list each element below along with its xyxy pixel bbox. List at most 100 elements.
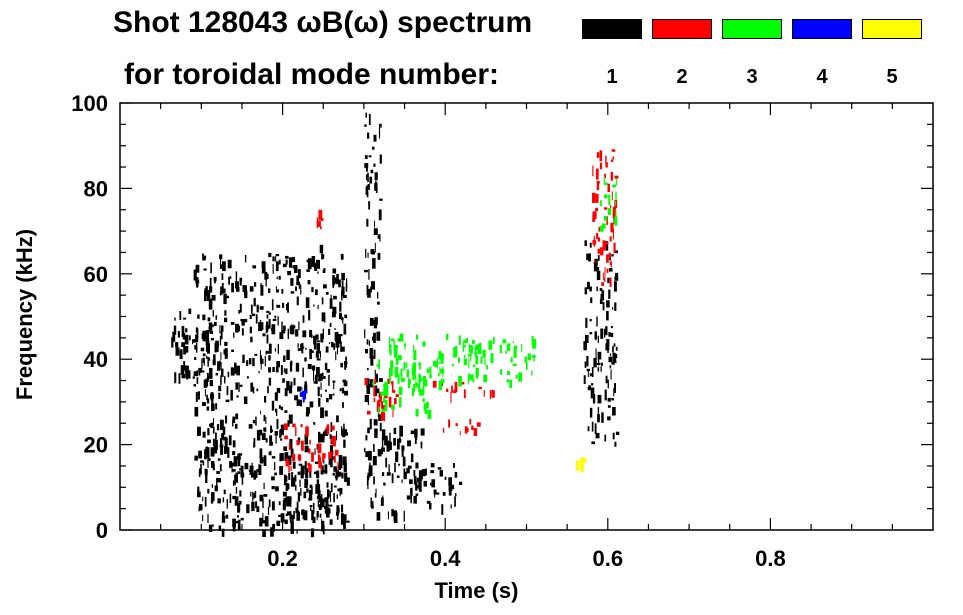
data-mark-mode1-r1: [272, 367, 275, 372]
data-mark-mode1-r1: [235, 281, 239, 289]
data-mark-mode1-r1: [202, 257, 206, 261]
data-mark-mode1-r1: [315, 334, 319, 340]
data-mark-mode1-r2: [296, 511, 300, 521]
data-mark-mode1-r1: [221, 368, 224, 377]
data-mark-mode2-r4: [471, 425, 474, 430]
data-mark-mode1-r1: [327, 500, 329, 511]
data-mark-mode1-r2: [300, 473, 304, 479]
data-mark-mode1-r1: [232, 419, 234, 427]
data-mark-mode1-r1: [244, 285, 247, 295]
data-mark-mode1-r1: [261, 432, 266, 440]
data-mark-mode2-r5: [605, 242, 609, 245]
data-mark-mode1-r1: [253, 437, 256, 448]
data-mark-mode1-r0: [185, 367, 189, 379]
data-mark-mode1-r1: [271, 456, 276, 459]
data-mark-mode2-r5: [610, 205, 612, 210]
data-mark-mode1-r1: [310, 350, 314, 353]
data-mark-mode1-r4: [410, 487, 413, 496]
data-mark-mode1-r1: [322, 328, 324, 339]
data-mark-mode1-r1: [215, 432, 217, 440]
data-mark-mode1-r1: [251, 501, 255, 512]
data-mark-mode1-r7: [583, 341, 587, 351]
data-mark-mode1-r1: [254, 353, 258, 356]
data-mark-mode1-r5: [364, 163, 369, 168]
data-mark-mode1-r1: [326, 482, 329, 488]
data-mark-mode1-r0: [192, 376, 195, 379]
data-mark-mode1-r1: [263, 482, 265, 490]
data-mark-mode1-r0: [192, 339, 194, 345]
data-mark-mode1-r4: [407, 440, 411, 447]
data-mark-mode1-r1: [288, 414, 293, 424]
data-mark-mode2-r0: [318, 457, 321, 469]
data-mark-mode1-r1: [275, 254, 280, 257]
data-mark-mode3-r0: [506, 379, 509, 383]
data-mark-mode1-r5: [377, 301, 380, 305]
data-mark-mode1-r1: [284, 388, 288, 397]
data-mark-mode1-r5: [366, 285, 369, 295]
data-mark-mode1-r1: [258, 429, 263, 436]
data-mark-mode1-r1: [333, 466, 337, 472]
mode-label-2: 2: [676, 66, 688, 88]
data-mark-mode1-r5: [368, 269, 370, 280]
data-mark-mode3-r0: [525, 361, 528, 370]
data-mark-mode1-r1: [256, 506, 260, 513]
data-mark-mode1-r1: [219, 325, 221, 334]
data-mark-mode1-r1: [259, 517, 263, 527]
data-mark-mode1-r1: [238, 325, 240, 332]
data-mark-mode3-r1: [412, 371, 415, 380]
data-mark-mode1-r1: [251, 304, 253, 314]
data-mark-mode1-r2: [284, 497, 287, 502]
data-mark-mode2-r5: [599, 247, 604, 256]
data-mark-mode1-r1: [239, 277, 242, 286]
data-mark-mode1-r1: [284, 410, 288, 413]
data-mark-mode1-r7: [614, 281, 617, 292]
data-mark-mode1-r1: [298, 321, 300, 330]
data-mark-mode1-r2: [327, 509, 331, 514]
data-mark-mode3-r0: [484, 358, 486, 366]
data-mark-mode1-r5: [374, 172, 378, 181]
data-mark-mode1-r4: [366, 475, 369, 486]
data-mark-mode1-r5: [369, 418, 372, 430]
data-mark-mode1-r1: [218, 392, 221, 399]
data-mark-mode1-r1: [341, 286, 345, 296]
data-mark-mode3-r0: [510, 357, 513, 363]
data-mark-mode2-r0: [334, 449, 339, 456]
data-mark-mode1-r7: [614, 354, 617, 361]
data-mark-mode1-r7: [611, 254, 614, 257]
data-mark-mode1-r5: [365, 248, 367, 258]
data-mark-mode1-r1: [311, 365, 316, 371]
data-mark-mode3-r1: [372, 381, 375, 385]
data-mark-mode1-r1: [274, 392, 278, 401]
data-mark-mode3-r1: [399, 397, 402, 408]
data-mark-mode1-r0: [198, 372, 201, 376]
data-mark-mode3-r1: [413, 383, 416, 392]
data-mark-mode1-r1: [232, 440, 236, 448]
data-mark-mode2-r2: [391, 380, 394, 385]
data-mark-mode1-r1: [239, 490, 242, 497]
data-mark-mode1-r1: [225, 415, 228, 424]
data-mark-mode2-r2: [366, 410, 371, 415]
data-mark-mode1-r1: [288, 385, 293, 394]
data-mark-mode3-r0: [454, 346, 458, 357]
data-mark-mode2-r5: [611, 149, 616, 152]
data-mark-mode1-r1: [342, 514, 347, 521]
data-mark-mode1-r5: [378, 378, 383, 382]
data-mark-mode1-r1: [334, 327, 336, 331]
data-mark-mode1-r4: [410, 453, 414, 463]
data-mark-mode1-r1: [280, 438, 283, 441]
x-tick-label: 0.2: [267, 546, 298, 571]
data-mark-mode3-r0: [473, 364, 476, 368]
data-mark-mode3-r1: [403, 362, 406, 371]
data-mark-mode2-r5: [610, 222, 614, 233]
data-mark-mode1-r2: [304, 510, 308, 521]
data-mark-mode1-r1: [229, 493, 232, 504]
data-mark-mode1-r0: [182, 333, 186, 340]
data-mark-mode1-r6: [429, 502, 432, 510]
data-mark-mode1-r7: [612, 346, 614, 353]
data-mark-mode1-r1: [249, 286, 254, 292]
data-mark-mode1-r1: [346, 477, 350, 486]
data-mark-mode1-r1: [241, 320, 245, 326]
data-mark-mode2-r5: [593, 236, 595, 247]
data-mark-mode2-r5: [605, 162, 608, 168]
data-mark-mode3-r1: [422, 391, 425, 396]
